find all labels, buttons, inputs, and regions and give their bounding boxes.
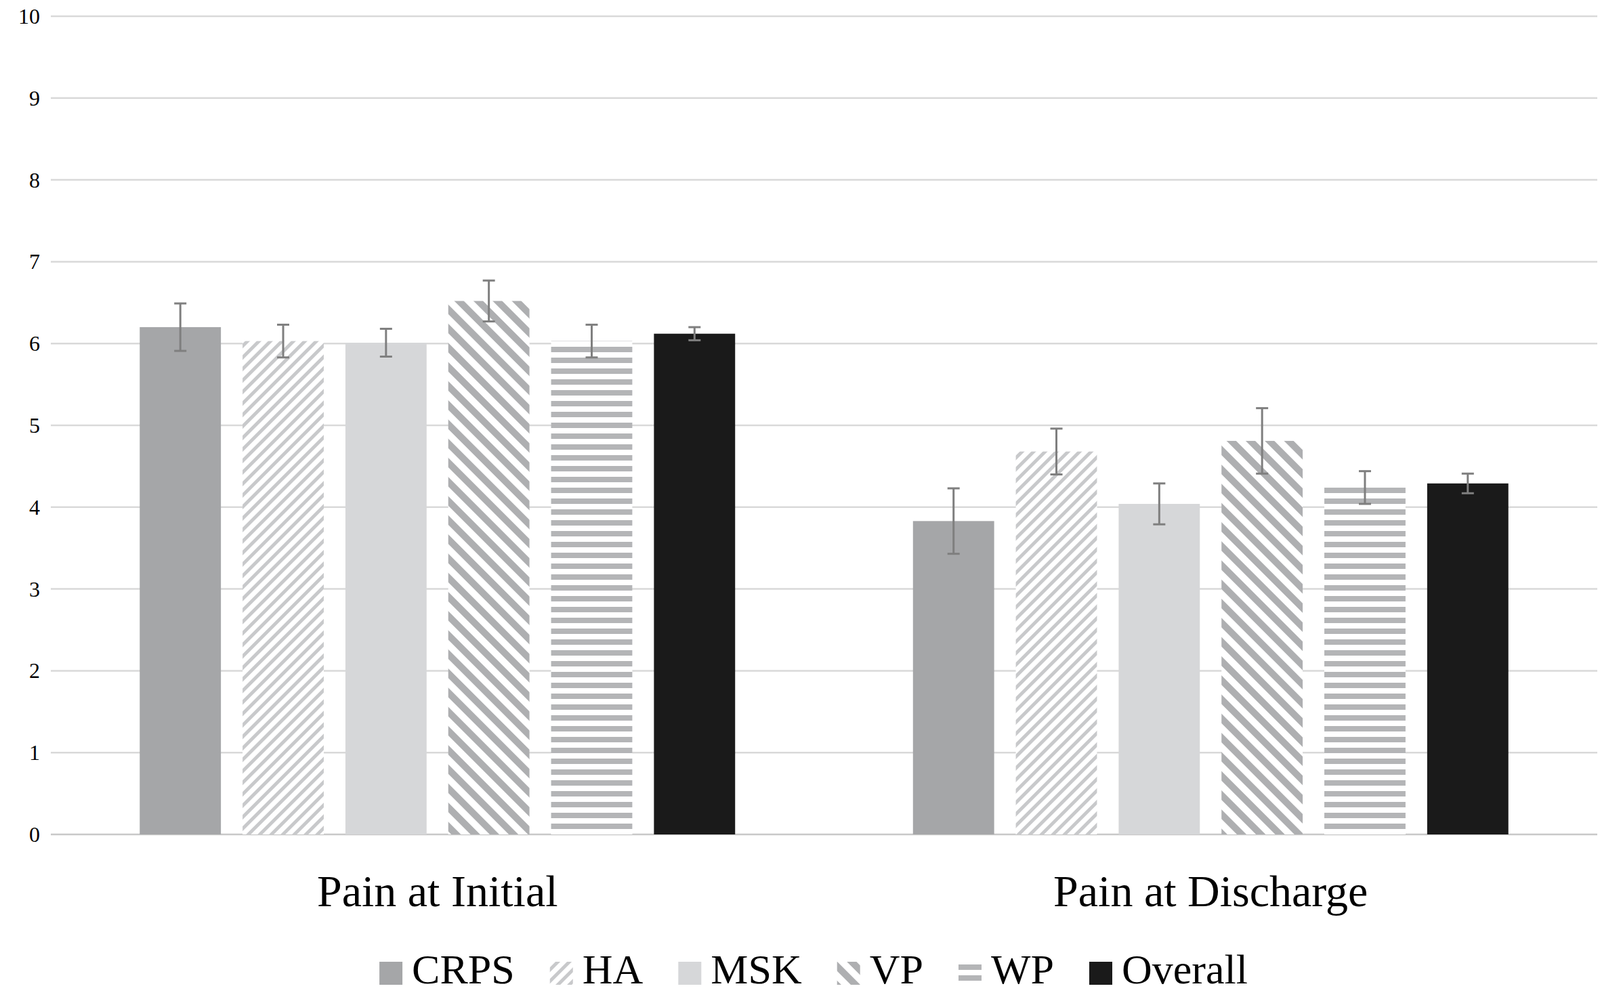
error-bar — [585, 324, 598, 357]
legend-label: CRPS — [411, 946, 515, 993]
legend-label: MSK — [710, 946, 803, 993]
legend-swatch — [550, 961, 574, 985]
tick-label: 1 — [29, 740, 40, 765]
legend-label: VP — [869, 946, 924, 993]
bar — [1118, 503, 1200, 835]
legend-item: WP — [958, 946, 1055, 993]
bar — [653, 333, 735, 835]
grid-line — [50, 178, 1598, 181]
bar — [242, 341, 324, 835]
bar — [1016, 451, 1098, 835]
category-label: Pain at Discharge — [1053, 866, 1368, 916]
bar — [1324, 487, 1406, 835]
legend-item: MSK — [678, 946, 803, 993]
legend-swatch — [1089, 961, 1113, 985]
grid-line — [50, 15, 1598, 18]
bar — [448, 300, 530, 835]
legend-item: VP — [837, 946, 924, 993]
legend-label: WP — [991, 946, 1055, 993]
error-bar — [1461, 473, 1475, 494]
legend-label: HA — [582, 946, 644, 993]
chart: 0 1 2 3 4 5 6 7 8 9 10 Pain at Initial Pain at Disch… — [0, 0, 1600, 999]
grid: 0 1 2 3 4 5 6 7 8 9 10 — [18, 4, 1598, 847]
category-label: Pain at Initial — [317, 866, 559, 916]
tick-label: 3 — [29, 577, 40, 602]
bar — [913, 520, 995, 835]
bar — [1221, 440, 1303, 835]
grid-line — [50, 97, 1598, 100]
tick-label: 9 — [29, 86, 40, 111]
legend-swatch — [379, 961, 403, 985]
error-bar — [688, 327, 701, 341]
legend-swatch — [958, 961, 982, 985]
legend-swatch — [837, 961, 861, 985]
error-bar — [174, 303, 187, 351]
bar — [139, 327, 221, 835]
error-bar — [380, 328, 393, 357]
error-bar — [482, 280, 496, 322]
tick-label: 7 — [29, 249, 40, 274]
tick-label: 8 — [29, 167, 40, 193]
error-bar — [1050, 428, 1063, 475]
legend-item: Overall — [1089, 946, 1248, 993]
tick-label: 10 — [18, 4, 40, 29]
tick-label: 0 — [29, 822, 40, 847]
tick-label: 2 — [29, 658, 40, 683]
tick-label: 5 — [29, 413, 40, 438]
bar — [551, 341, 633, 835]
legend-item: CRPS — [379, 946, 515, 993]
bars — [139, 280, 1508, 835]
legend-label: Overall — [1121, 946, 1248, 993]
tick-label: 4 — [29, 495, 40, 520]
error-bar — [1358, 471, 1372, 504]
bar — [345, 342, 427, 835]
error-bar — [1152, 483, 1166, 525]
legend: CRPS HA MSK VP WP Overall — [379, 946, 1248, 993]
legend-item: HA — [550, 946, 644, 993]
legend-swatch — [678, 961, 702, 985]
error-bar — [1255, 408, 1269, 475]
error-bar — [277, 324, 290, 357]
grid-line — [50, 260, 1598, 263]
error-bar — [947, 488, 960, 555]
bar — [1427, 483, 1509, 835]
tick-label: 6 — [29, 331, 40, 356]
